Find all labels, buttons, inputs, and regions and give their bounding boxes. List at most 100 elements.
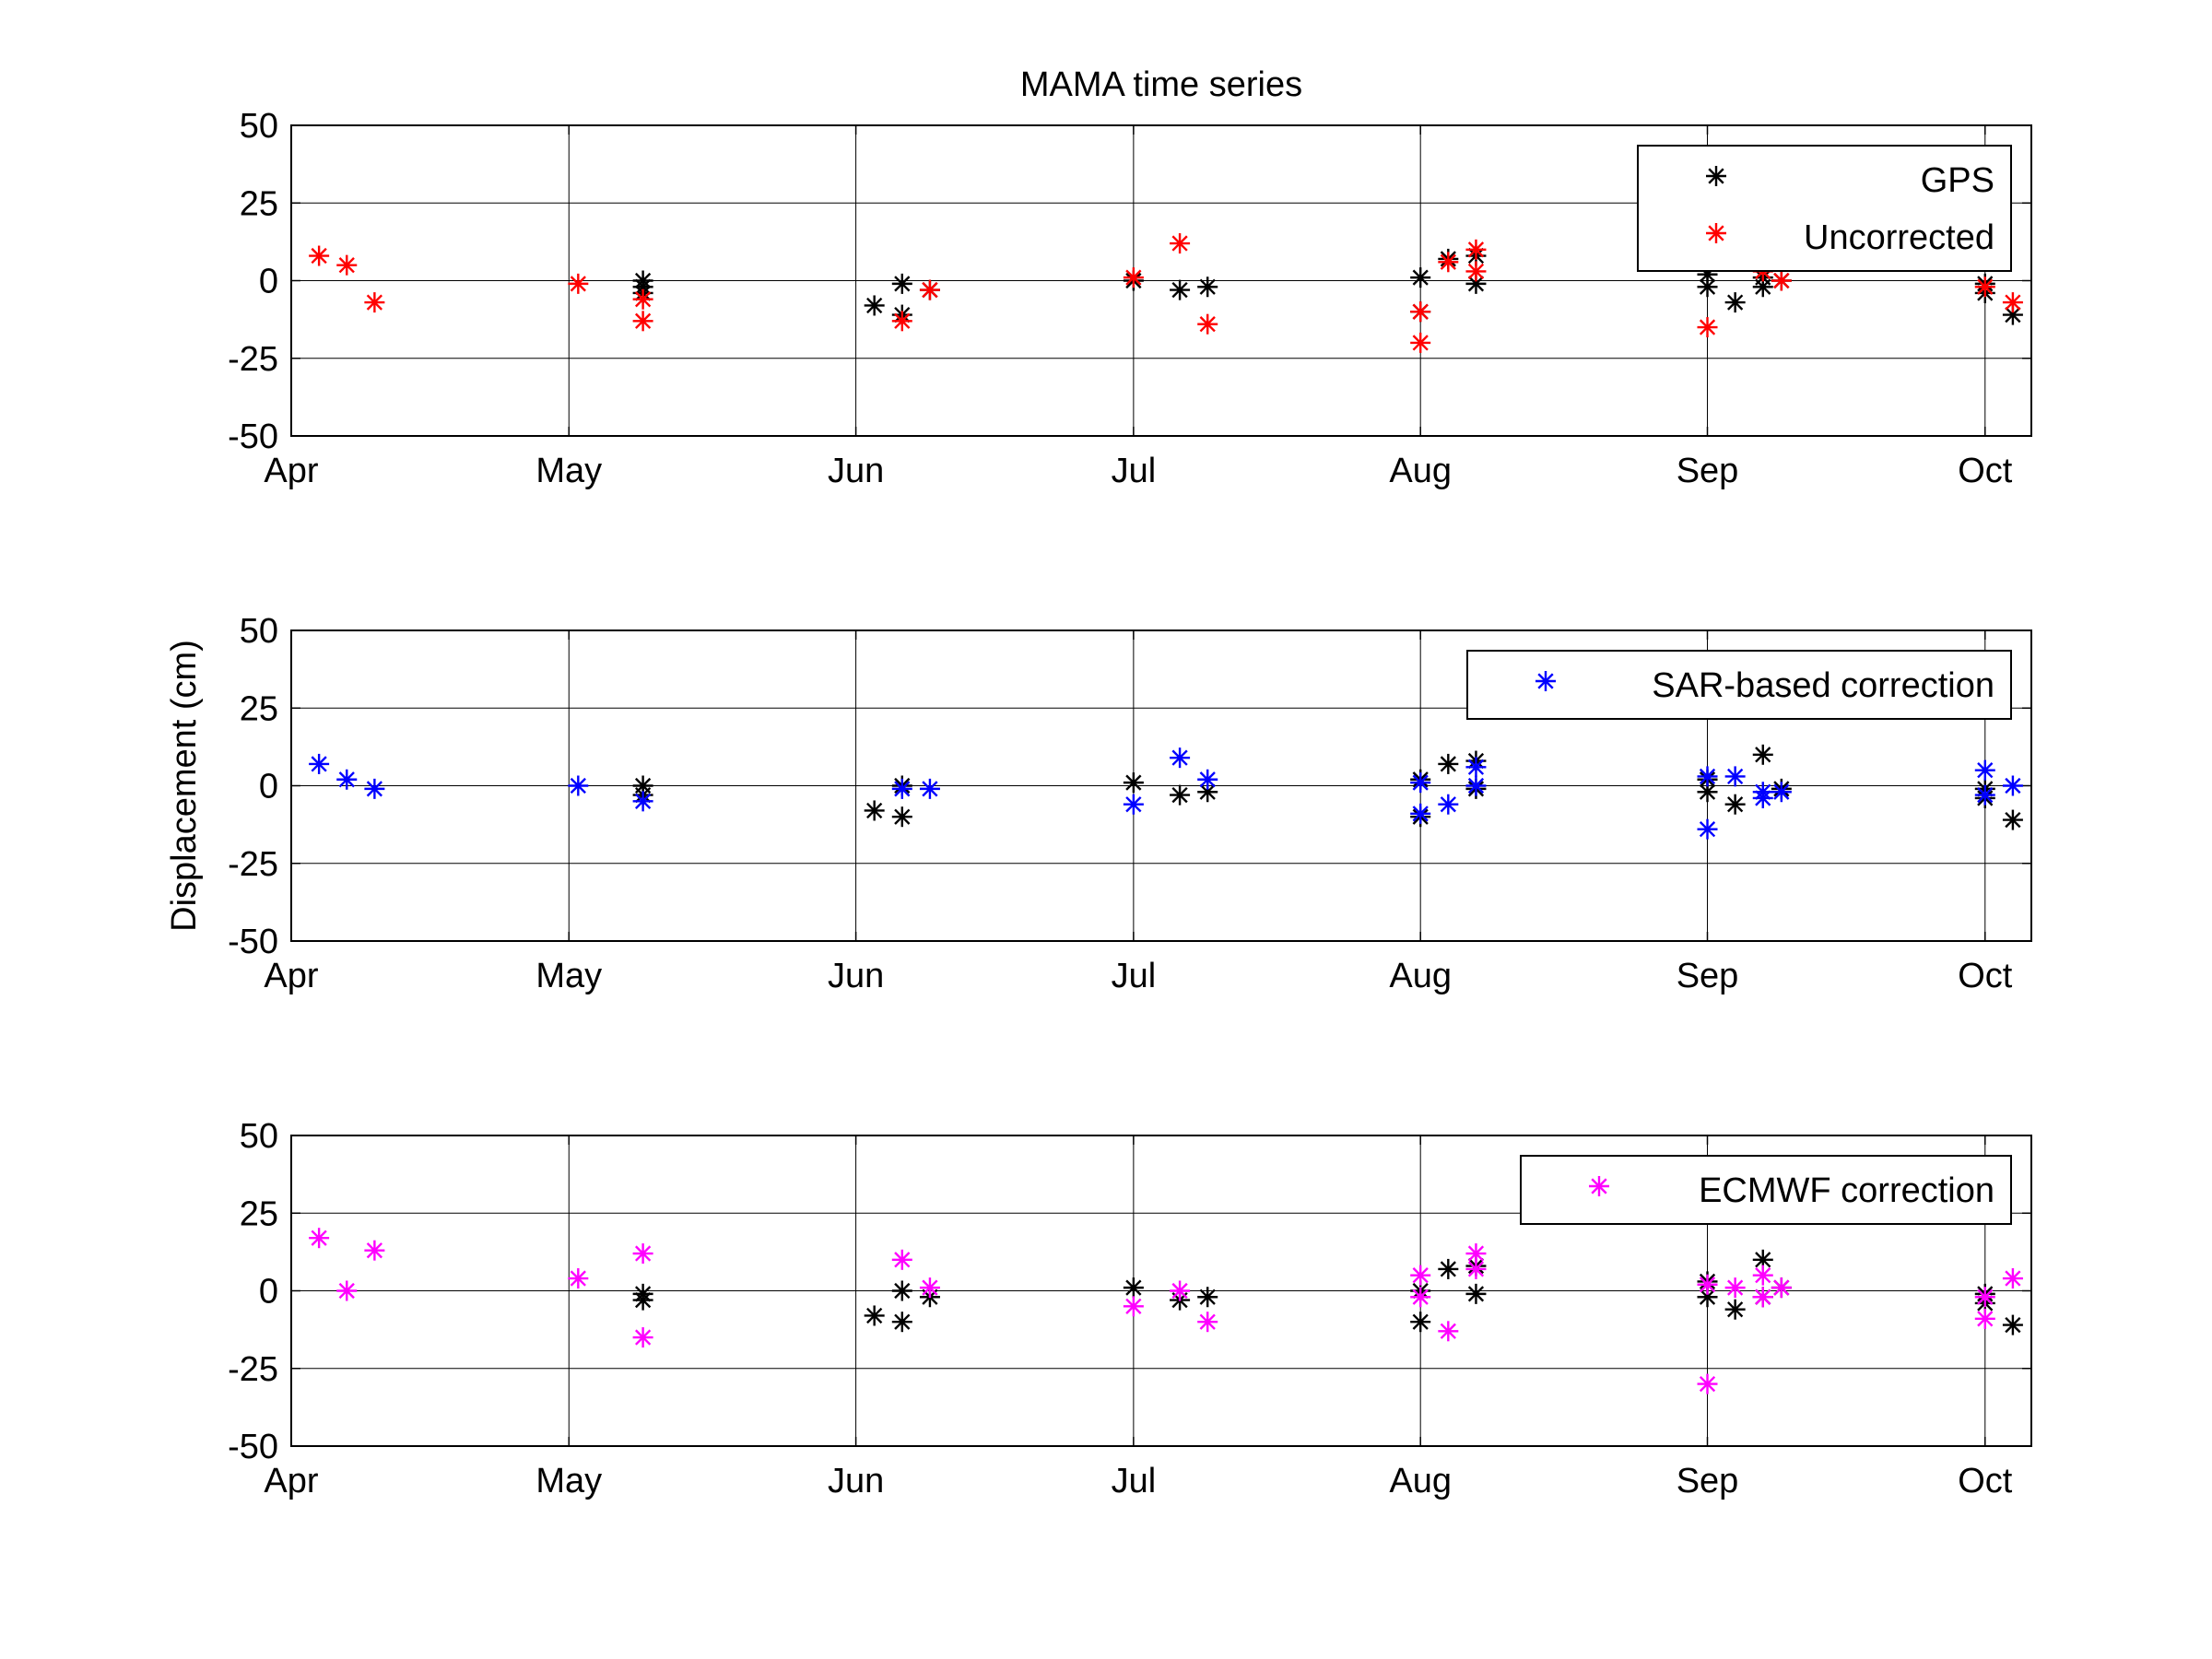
data-point — [1697, 317, 1718, 338]
data-point — [919, 1277, 940, 1299]
data-point — [1170, 1280, 1191, 1301]
panel-1: Apr May Jun Jul Aug Sep Oct -50 -25 0 25 50 MAMA tim… — [228, 65, 2032, 490]
data-point — [919, 279, 940, 300]
legend-marker — [1706, 166, 1726, 186]
data-point — [1724, 794, 1746, 815]
legend: SAR-based correction — [1466, 650, 2012, 720]
data-point — [1771, 270, 1792, 291]
data-point — [1410, 301, 1431, 323]
data-point — [309, 245, 330, 266]
y-tick-label: -25 — [228, 340, 278, 379]
data-point — [1170, 233, 1191, 254]
y-tick-label: -50 — [228, 418, 278, 456]
x-tick-label: Jun — [828, 452, 884, 490]
data-point — [336, 1280, 358, 1301]
data-point — [1752, 1265, 1773, 1286]
y-tick-label: -50 — [228, 923, 278, 961]
data-point — [336, 769, 358, 790]
panel-3: Apr May Jun Jul Aug Sep Oct -50 -25 0 25 50 ECMWF co… — [228, 1117, 2032, 1500]
panel-2: Apr May Jun Jul Aug Sep Oct -50 -25 0 25 50 Displace… — [165, 612, 2032, 995]
x-tick-label: May — [535, 452, 602, 490]
data-point — [1724, 1299, 1746, 1320]
data-point — [364, 1240, 385, 1261]
x-tick-label: Sep — [1677, 1462, 1739, 1500]
data-point — [1170, 279, 1191, 300]
data-point — [2002, 1268, 2023, 1289]
data-point — [1438, 1258, 1459, 1279]
data-point — [1465, 1258, 1487, 1279]
data-point — [1123, 1277, 1144, 1299]
x-tick-label: Aug — [1389, 1462, 1452, 1500]
legend-marker — [1589, 1176, 1609, 1196]
data-point — [1771, 782, 1792, 803]
legend-marker — [1706, 223, 1726, 243]
data-point — [2002, 809, 2023, 830]
data-point — [1123, 1296, 1144, 1317]
x-tick-label: Jun — [828, 957, 884, 995]
data-point — [1465, 1283, 1487, 1304]
y-tick-label: 25 — [240, 1194, 278, 1233]
y-tick-label: 25 — [240, 689, 278, 728]
data-point — [891, 1312, 912, 1333]
data-point — [1438, 252, 1459, 273]
y-tick-label: 50 — [240, 107, 278, 146]
data-point — [568, 775, 589, 796]
y-axis-label: Displacement (cm) — [165, 640, 204, 932]
series-sar-based-correction — [309, 747, 2023, 840]
data-point — [632, 1327, 653, 1348]
data-point — [1752, 787, 1773, 808]
x-tick-label: Oct — [1958, 1462, 2013, 1500]
x-tick-label: May — [535, 957, 602, 995]
data-point — [1771, 1277, 1792, 1299]
legend-label: Uncorrected — [1804, 218, 1994, 257]
axes-frame — [290, 629, 2032, 942]
data-point — [2002, 1314, 2023, 1335]
data-point — [1410, 772, 1431, 794]
y-tick-label: 0 — [259, 768, 278, 806]
data-point — [1465, 775, 1487, 796]
data-point — [1465, 261, 1487, 282]
legend-label: ECMWF correction — [1699, 1171, 1994, 1210]
data-point — [632, 1243, 653, 1265]
data-point — [891, 1249, 912, 1270]
data-point — [891, 273, 912, 294]
data-point — [1438, 794, 1459, 815]
data-point — [1752, 744, 1773, 765]
x-tick-label: Aug — [1389, 957, 1452, 995]
data-point — [1197, 1287, 1218, 1308]
data-point — [1697, 1287, 1718, 1308]
data-point — [1697, 1274, 1718, 1295]
y-tick-label: -25 — [228, 845, 278, 884]
y-tick-label: 50 — [240, 612, 278, 651]
data-point — [1410, 1287, 1431, 1308]
data-point — [1974, 276, 1995, 298]
data-point — [632, 311, 653, 332]
data-point — [2002, 775, 2023, 796]
data-point — [1197, 1312, 1218, 1333]
data-point — [309, 753, 330, 774]
axes-frame — [290, 1135, 2032, 1447]
data-point — [1724, 766, 1746, 787]
data-point — [1170, 747, 1191, 769]
data-point — [1465, 757, 1487, 778]
x-tick-label: Jul — [1112, 452, 1157, 490]
data-point — [1197, 276, 1218, 298]
data-point — [1410, 267, 1431, 288]
data-point — [2002, 292, 2023, 313]
data-point — [1410, 332, 1431, 353]
data-point — [1410, 1265, 1431, 1286]
data-point — [1197, 769, 1218, 790]
data-point — [1974, 1308, 1995, 1329]
data-point — [1974, 1287, 1995, 1308]
data-point — [309, 1228, 330, 1249]
chart-title: MAMA time series — [1020, 65, 1302, 104]
data-point — [364, 292, 385, 313]
data-point — [864, 295, 885, 316]
data-point — [1974, 759, 1995, 781]
data-point — [1197, 313, 1218, 335]
data-point — [1438, 753, 1459, 774]
data-point — [1697, 782, 1718, 803]
data-point — [1724, 1277, 1746, 1299]
x-tick-label: Apr — [264, 452, 318, 490]
x-tick-label: Sep — [1677, 452, 1739, 490]
